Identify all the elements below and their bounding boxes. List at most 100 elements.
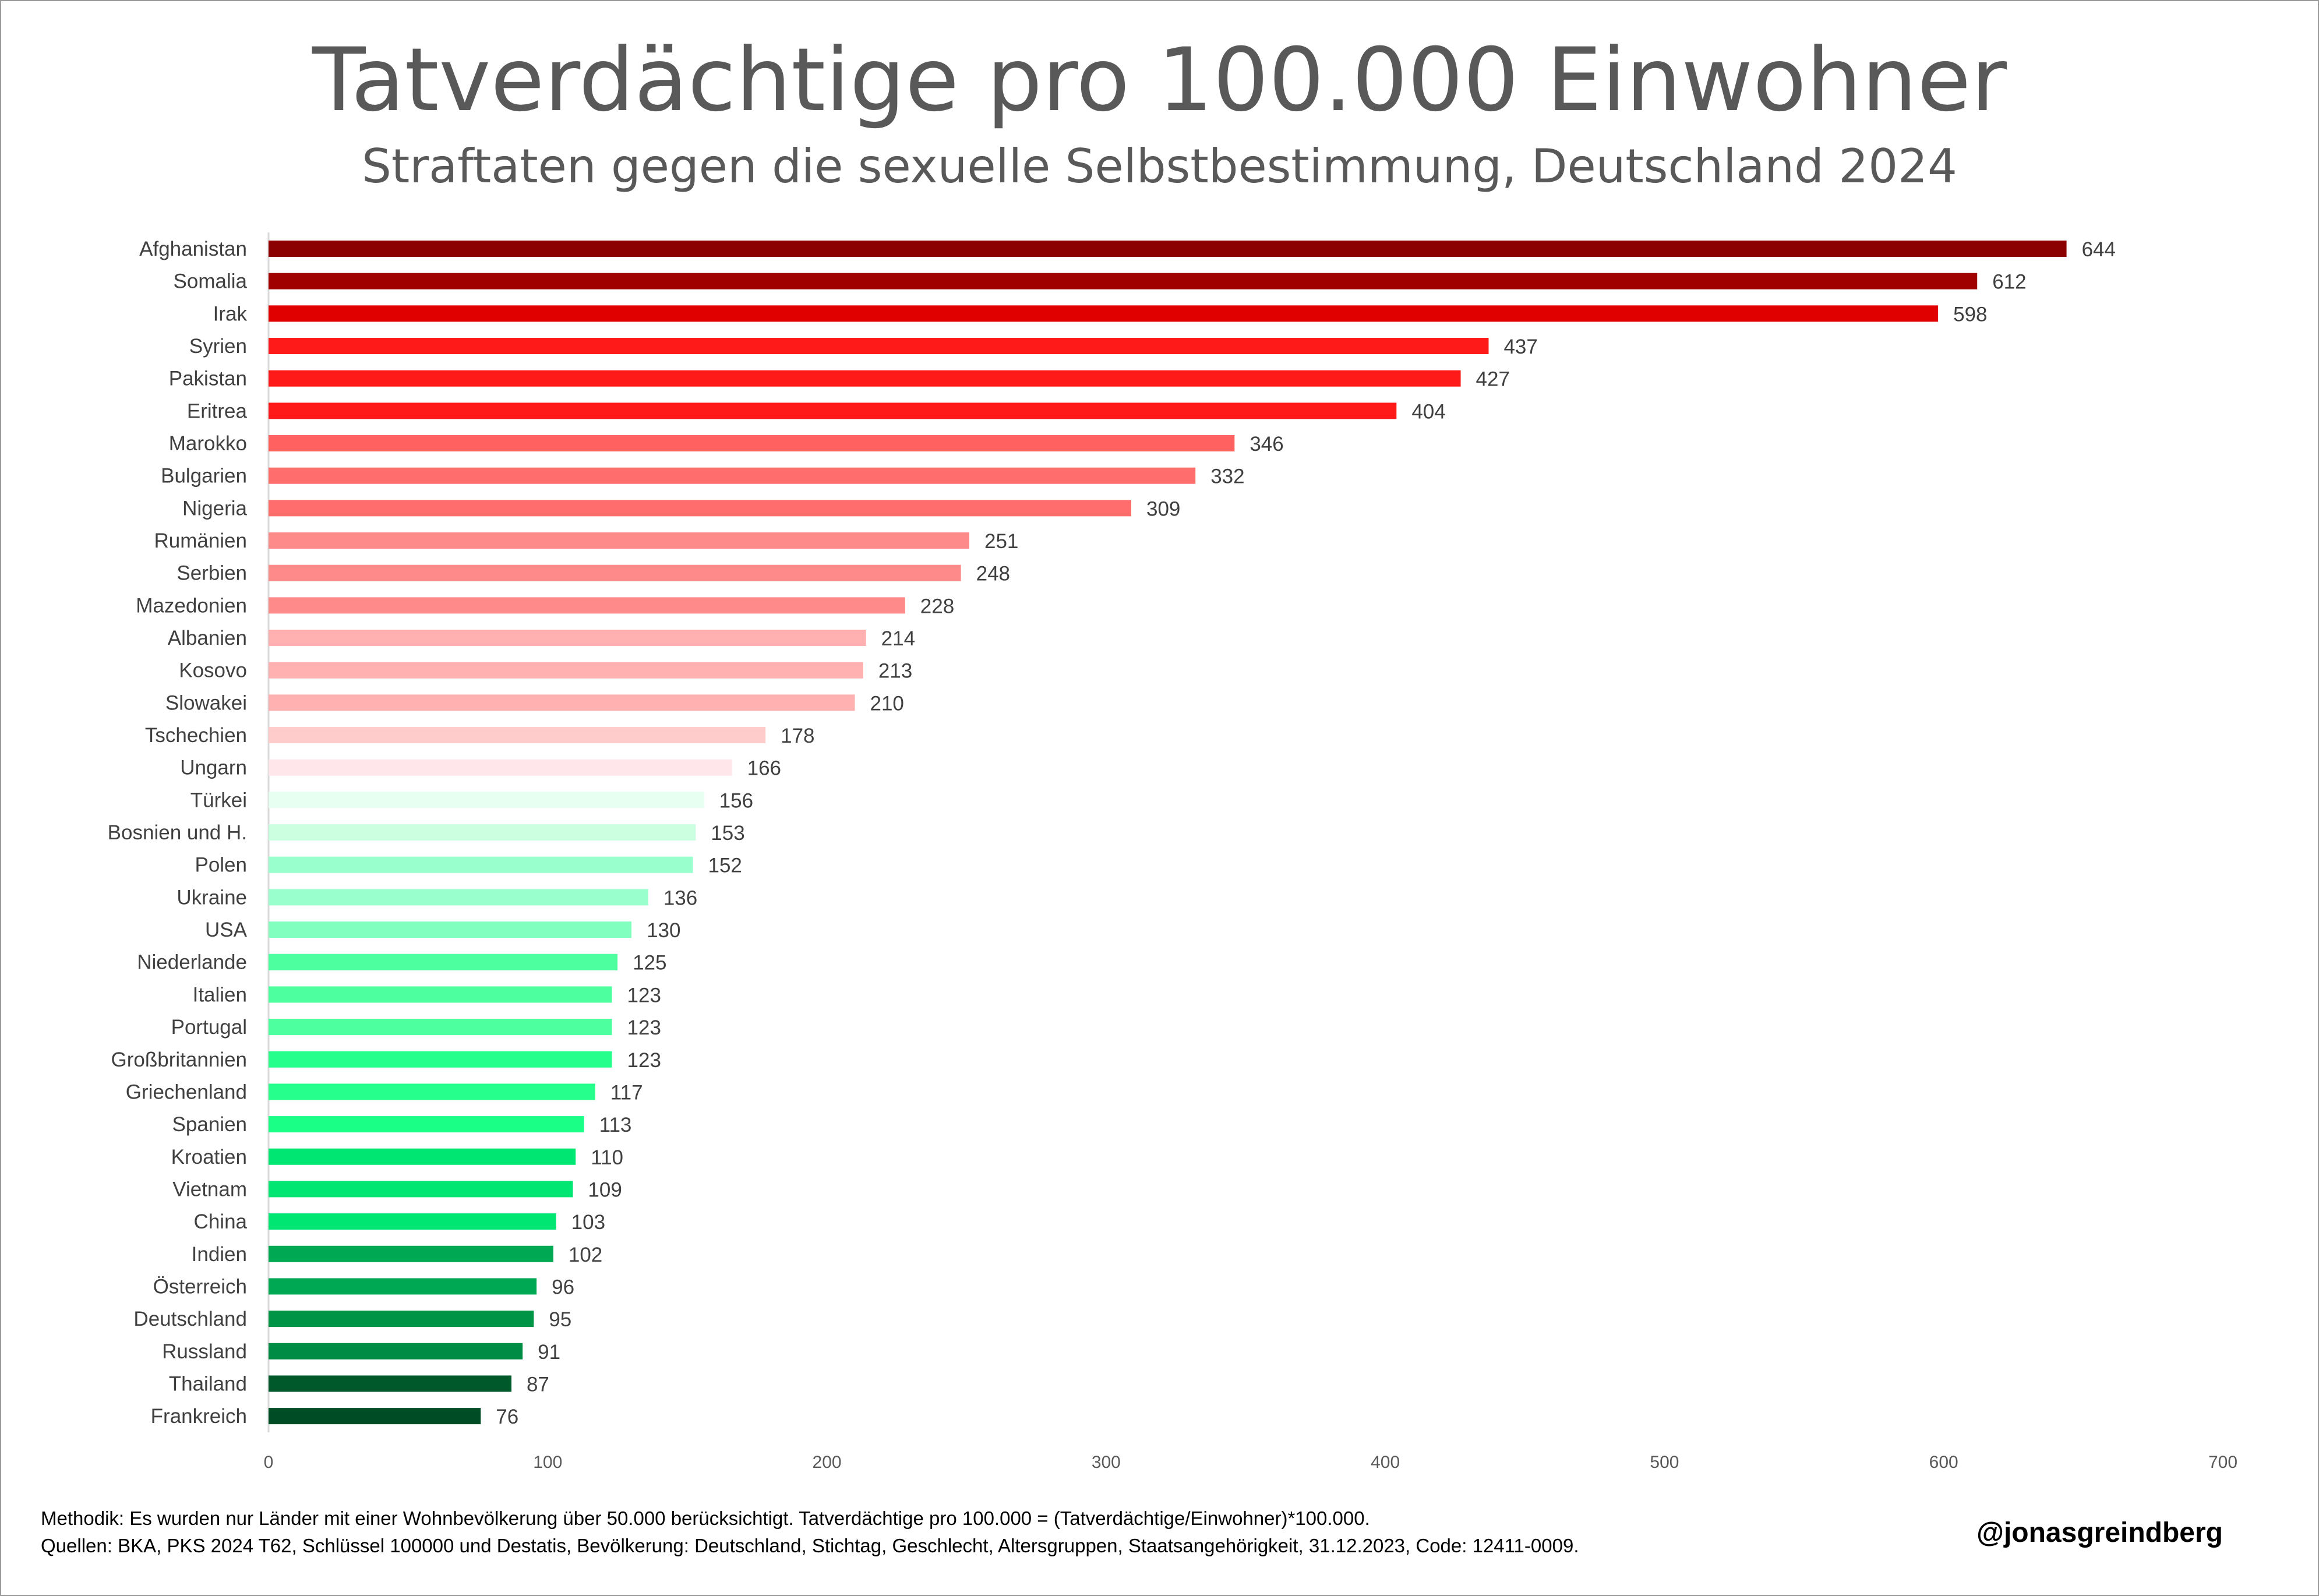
- category-label: Frankreich: [151, 1405, 247, 1428]
- category-label: Russland: [162, 1340, 247, 1363]
- chart-title: Tatverdächtige pro 100.000 Einwohner: [312, 30, 2007, 131]
- category-label: Rumänien: [154, 529, 247, 552]
- category-label: Syrien: [189, 335, 247, 358]
- category-label: Ukraine: [177, 886, 247, 909]
- value-label: 178: [781, 725, 814, 747]
- category-label: Serbien: [177, 562, 247, 585]
- category-label: Bulgarien: [161, 465, 247, 488]
- category-label: Kroatien: [171, 1146, 247, 1168]
- bar: [269, 1408, 481, 1425]
- category-label: USA: [205, 919, 248, 941]
- category-label: Tschechien: [145, 724, 247, 747]
- bar: [269, 727, 766, 744]
- bar: [269, 370, 1461, 387]
- value-label: 117: [610, 1081, 643, 1104]
- category-label: Irak: [213, 302, 248, 325]
- value-label: 109: [588, 1178, 622, 1201]
- value-label: 136: [663, 887, 697, 909]
- value-label: 95: [549, 1308, 571, 1331]
- category-label: Kosovo: [179, 659, 247, 682]
- category-label: Albanien: [168, 627, 247, 649]
- bar: [269, 1116, 584, 1133]
- value-label: 612: [1992, 271, 2026, 294]
- value-label: 166: [747, 757, 781, 780]
- value-label: 404: [1411, 400, 1445, 423]
- category-label: Italien: [193, 983, 247, 1006]
- bar: [269, 694, 855, 711]
- category-label: Niederlande: [137, 951, 247, 974]
- bar: [269, 241, 2067, 257]
- x-tick-label: 400: [1371, 1453, 1400, 1472]
- bar: [269, 500, 1131, 517]
- value-label: 102: [569, 1244, 602, 1266]
- x-tick-label: 700: [2208, 1453, 2237, 1472]
- x-tick-labels-layer: 0 100 200 300 400 500 600 700: [264, 1453, 2237, 1472]
- x-tick-label: 200: [813, 1453, 842, 1472]
- value-label: 427: [1476, 368, 1510, 391]
- bar: [269, 954, 618, 970]
- category-label: Thailand: [169, 1372, 247, 1395]
- bar: [269, 597, 905, 614]
- bar: [269, 662, 863, 679]
- category-label: Slowakei: [165, 691, 247, 714]
- bar: [269, 1051, 612, 1068]
- value-label: 110: [591, 1146, 623, 1169]
- category-label: Spanien: [172, 1113, 247, 1136]
- bar: [269, 1375, 511, 1392]
- value-label: 228: [920, 595, 954, 617]
- chart-subtitle: Straftaten gegen die sexuelle Selbstbest…: [362, 139, 1957, 193]
- methodik-note: Methodik: Es wurden nur Länder mit einer…: [41, 1507, 1370, 1529]
- bar: [269, 792, 704, 808]
- value-label: 91: [538, 1341, 560, 1364]
- category-label: Pakistan: [169, 368, 247, 390]
- x-tick-label: 100: [533, 1453, 562, 1472]
- category-label: Somalia: [174, 270, 248, 293]
- bar: [269, 889, 648, 906]
- value-label: 644: [2082, 238, 2116, 261]
- value-label: 130: [647, 919, 680, 942]
- value-label: 123: [627, 1049, 661, 1072]
- category-label: Ungarn: [180, 757, 247, 779]
- bar: [269, 759, 732, 776]
- bar: [269, 1019, 612, 1036]
- category-label: Österreich: [153, 1275, 247, 1298]
- value-label: 156: [719, 789, 753, 812]
- bar: [269, 824, 696, 841]
- bar: [269, 273, 1978, 289]
- x-tick-label: 0: [264, 1453, 274, 1472]
- category-label: Eritrea: [187, 400, 248, 422]
- category-label: Polen: [195, 854, 247, 877]
- bar: [269, 532, 970, 549]
- bar-chart: Afghanistan Somalia Irak Syrien Pakistan Erit…: [108, 232, 2237, 1472]
- x-tick-label: 500: [1650, 1453, 1679, 1472]
- bar: [269, 435, 1235, 452]
- bars-layer: [269, 241, 2067, 1425]
- category-label: Mazedonien: [136, 594, 247, 617]
- bar: [269, 305, 1939, 322]
- category-label: Nigeria: [182, 497, 247, 520]
- bar: [269, 856, 693, 873]
- category-label: Türkei: [190, 789, 247, 811]
- bar: [269, 1148, 576, 1165]
- value-label: 76: [496, 1406, 518, 1428]
- author-handle: @jonasgreindberg: [1976, 1517, 2223, 1548]
- bar: [269, 1343, 523, 1360]
- category-label: Griechenland: [126, 1081, 247, 1103]
- bar: [269, 986, 612, 1003]
- value-label: 210: [870, 692, 904, 715]
- bar: [269, 630, 866, 647]
- value-label: 87: [527, 1373, 549, 1396]
- bar: [269, 467, 1196, 484]
- value-label: 309: [1146, 497, 1180, 520]
- value-label: 113: [599, 1114, 632, 1136]
- value-label: 214: [881, 627, 915, 650]
- bar: [269, 921, 632, 938]
- value-label: 123: [627, 984, 661, 1007]
- bar: [269, 1311, 534, 1327]
- bar: [269, 1245, 553, 1262]
- category-label: Portugal: [171, 1016, 247, 1039]
- bar: [269, 338, 1489, 355]
- category-label: Bosnien und H.: [108, 821, 247, 844]
- category-label: China: [194, 1210, 248, 1233]
